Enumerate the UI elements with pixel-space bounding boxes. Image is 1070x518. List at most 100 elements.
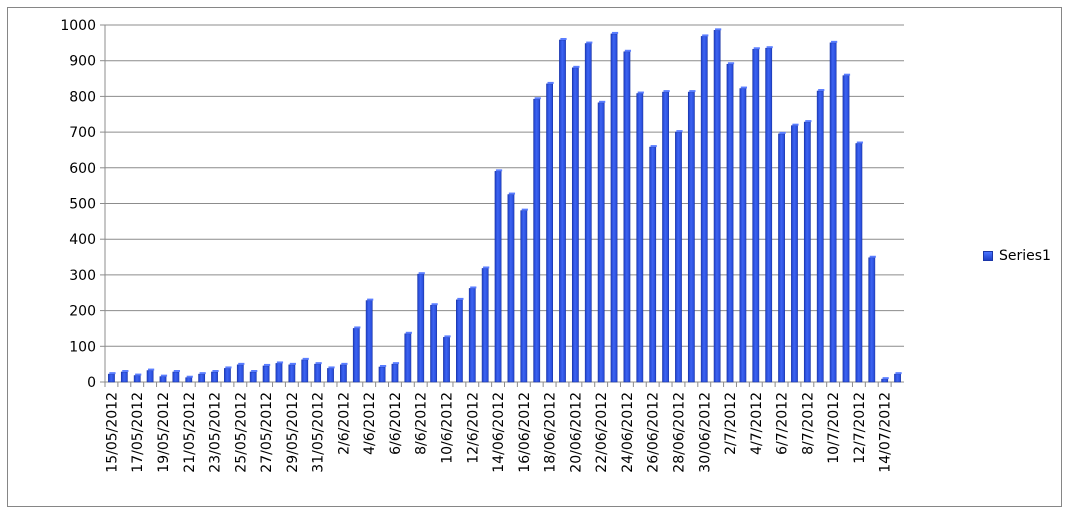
bar-top	[689, 90, 696, 93]
bar	[185, 377, 193, 383]
bar-top	[225, 366, 232, 369]
bar-top	[727, 62, 735, 65]
bar-top	[766, 46, 773, 49]
bar-top	[818, 89, 825, 92]
bar-top	[392, 362, 400, 365]
bar-top	[702, 34, 709, 37]
x-tick-label: 27/05/2012	[259, 392, 275, 473]
bar-top	[792, 123, 799, 126]
bar-top	[470, 286, 477, 289]
bar	[791, 125, 798, 383]
bar	[520, 210, 528, 383]
bar-top	[483, 266, 490, 269]
x-tick-label: 12/7/2012	[852, 392, 868, 464]
bar-top	[341, 362, 348, 365]
bar	[327, 368, 334, 383]
bar-top	[663, 90, 670, 93]
bar-top	[843, 73, 851, 76]
bar	[391, 363, 399, 383]
bar	[675, 131, 682, 383]
bar	[610, 33, 618, 383]
bar-top	[148, 368, 155, 371]
bar	[803, 121, 811, 383]
bar	[739, 88, 747, 383]
bar-top	[805, 120, 812, 123]
bar-top	[573, 65, 580, 68]
bar	[301, 359, 309, 383]
bar	[417, 273, 425, 383]
bar	[687, 91, 695, 383]
y-tick-label: 0	[87, 375, 96, 391]
bar-top	[560, 37, 567, 40]
bar	[365, 300, 373, 383]
bar	[352, 328, 360, 383]
bar	[649, 146, 657, 383]
bar	[249, 371, 257, 383]
bar-top	[856, 141, 863, 144]
bar-top	[418, 272, 425, 275]
bar	[146, 370, 154, 383]
bar	[559, 39, 566, 383]
bar	[816, 90, 824, 383]
bar	[662, 91, 669, 383]
bar	[700, 36, 708, 383]
bar	[597, 102, 605, 383]
bar-top	[367, 298, 374, 301]
bar-top	[534, 97, 541, 100]
bar-top	[676, 130, 683, 133]
y-tick-label: 1000	[60, 18, 96, 34]
x-tick-label: 31/05/2012	[311, 392, 327, 473]
bar-top	[276, 361, 284, 364]
bar	[778, 133, 785, 383]
bar	[881, 378, 889, 383]
bar-top	[779, 131, 786, 134]
bar-top	[637, 91, 644, 94]
bar-top	[122, 370, 129, 373]
bar	[133, 375, 141, 383]
y-tick-label: 200	[69, 304, 96, 320]
bar	[340, 364, 347, 383]
bar	[546, 83, 553, 383]
y-tick-label: 600	[69, 161, 96, 177]
y-tick-label: 500	[69, 197, 96, 213]
bar-top	[315, 362, 322, 365]
bar	[172, 371, 180, 383]
bar-top	[212, 370, 219, 373]
bar-top	[135, 373, 142, 376]
bar	[765, 47, 773, 383]
bar	[481, 268, 489, 383]
y-tick-label: 100	[69, 339, 96, 355]
bar-top	[289, 362, 296, 365]
x-tick-label: 21/05/2012	[182, 392, 198, 473]
x-tick-label: 14/06/2012	[491, 392, 507, 473]
bar-top	[882, 377, 889, 380]
bar	[636, 93, 644, 383]
x-tick-label: 4/6/2012	[362, 392, 378, 455]
bar-top	[521, 208, 528, 211]
bar-top	[109, 372, 116, 375]
x-tick-label: 4/7/2012	[749, 392, 765, 455]
bar	[726, 63, 734, 383]
y-tick-label: 400	[69, 232, 96, 248]
bar-top	[263, 363, 271, 366]
bar-top	[740, 86, 748, 89]
bar-top	[753, 47, 760, 50]
bar	[275, 363, 283, 383]
x-tick-label: 16/06/2012	[517, 392, 533, 473]
bar-top	[444, 335, 451, 338]
legend-label: Series1	[999, 248, 1051, 264]
bar-top	[405, 331, 412, 334]
bar-top	[173, 370, 180, 373]
x-tick-label: 23/05/2012	[208, 392, 224, 473]
bar	[842, 75, 850, 383]
bar	[456, 299, 463, 383]
bar-top	[624, 49, 632, 52]
bar	[404, 333, 412, 383]
bar-top	[495, 169, 503, 172]
x-tick-label: 10/7/2012	[826, 392, 842, 464]
bar-top	[238, 362, 245, 365]
bar	[378, 366, 386, 383]
bar-top	[302, 357, 309, 360]
x-tick-label: 17/05/2012	[130, 392, 146, 473]
y-tick-label: 700	[69, 125, 96, 141]
